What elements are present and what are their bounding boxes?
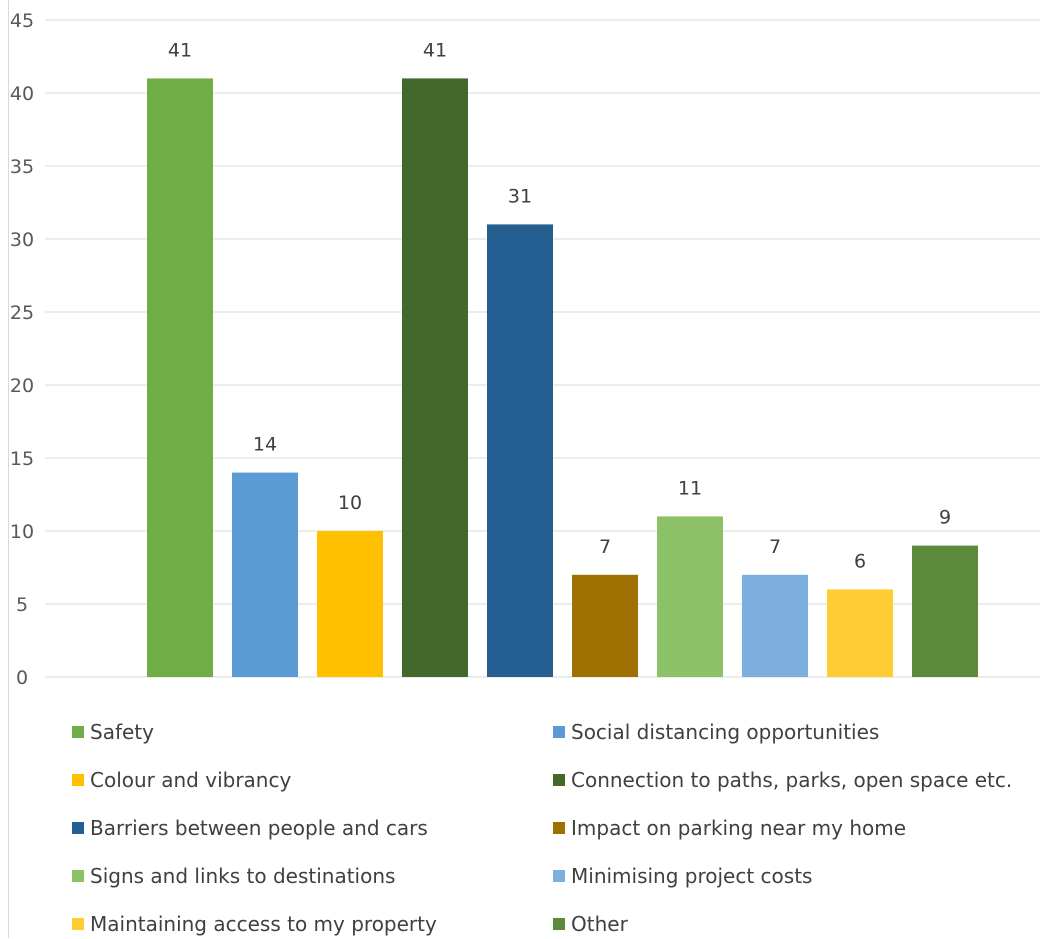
legend-swatch — [72, 870, 84, 882]
bars — [147, 78, 978, 677]
y-tick-label: 45 — [10, 10, 34, 32]
data-label-2: 14 — [253, 434, 277, 456]
bar-1 — [147, 78, 213, 677]
bar-3 — [317, 531, 383, 677]
data-label-1: 41 — [168, 39, 192, 61]
legend-item: Connection to paths, parks, open space e… — [553, 765, 1012, 795]
y-tick-label: 5 — [16, 594, 28, 616]
y-tick-label: 30 — [10, 229, 34, 251]
data-label-5: 31 — [508, 185, 532, 207]
legend-label: Minimising project costs — [571, 864, 813, 888]
bar-6 — [572, 574, 638, 677]
legend-swatch — [72, 822, 84, 834]
legend-swatch — [72, 774, 84, 786]
legend-item: Safety — [72, 717, 154, 747]
data-label-10: 9 — [939, 507, 951, 529]
y-tick-label: 10 — [10, 521, 34, 543]
y-tick-label: 40 — [10, 83, 34, 105]
legend-item: Barriers between people and cars — [72, 813, 428, 843]
data-label-6: 7 — [599, 536, 611, 558]
bar-9 — [827, 589, 893, 677]
data-label-8: 7 — [769, 536, 781, 558]
data-label-4: 41 — [423, 39, 447, 61]
legend-item: Impact on parking near my home — [553, 813, 906, 843]
data-label-9: 6 — [854, 550, 866, 572]
legend-item: Maintaining access to my property — [72, 909, 437, 939]
y-tick-label: 25 — [10, 302, 34, 324]
legend-label: Signs and links to destinations — [90, 864, 396, 888]
y-tick-label: 20 — [10, 375, 34, 397]
legend-label: Connection to paths, parks, open space e… — [571, 768, 1013, 792]
y-tick-label: 15 — [10, 448, 34, 470]
data-label-7: 11 — [678, 477, 702, 499]
legend-swatch — [72, 726, 84, 738]
y-tick-label: 0 — [16, 667, 28, 689]
legend-item: Social distancing opportunities — [553, 717, 879, 747]
legend-label: Safety — [90, 720, 154, 744]
data-labels: 41 14 10 41 31 7 11 7 6 9 — [168, 39, 951, 572]
bar-2 — [232, 472, 298, 677]
legend-label: Maintaining access to my property — [90, 912, 437, 936]
legend-label: Social distancing opportunities — [571, 720, 880, 744]
legend-label: Barriers between people and cars — [90, 816, 428, 840]
legend-item: Colour and vibrancy — [72, 765, 291, 795]
legend-label: Impact on parking near my home — [571, 816, 907, 840]
legend-swatch — [553, 870, 565, 882]
bar-5 — [487, 224, 553, 677]
legend-swatch — [553, 774, 565, 786]
legend-swatch — [72, 918, 84, 930]
legend-swatch — [553, 822, 565, 834]
bar-chart-plot: 0 5 10 15 20 25 30 35 40 45 41 14 10 41 31 7 11 7 6 9 — [10, 10, 1040, 689]
bar-4 — [402, 78, 468, 677]
bar-7 — [657, 516, 723, 677]
y-tick-label: 35 — [10, 156, 34, 178]
chart-frame-edge — [8, 0, 9, 938]
data-label-3: 10 — [338, 492, 362, 514]
y-axis-tick-labels: 0 5 10 15 20 25 30 35 40 45 — [10, 10, 34, 689]
legend-swatch — [553, 918, 565, 930]
legend-label: Colour and vibrancy — [90, 768, 292, 792]
legend-item: Signs and links to destinations — [72, 861, 395, 891]
bar-8 — [742, 574, 808, 677]
bar-10 — [912, 545, 978, 677]
legend-swatch — [553, 726, 565, 738]
legend-item: Minimising project costs — [553, 861, 812, 891]
legend-item: Other — [553, 909, 628, 939]
legend-label: Other — [571, 912, 628, 936]
